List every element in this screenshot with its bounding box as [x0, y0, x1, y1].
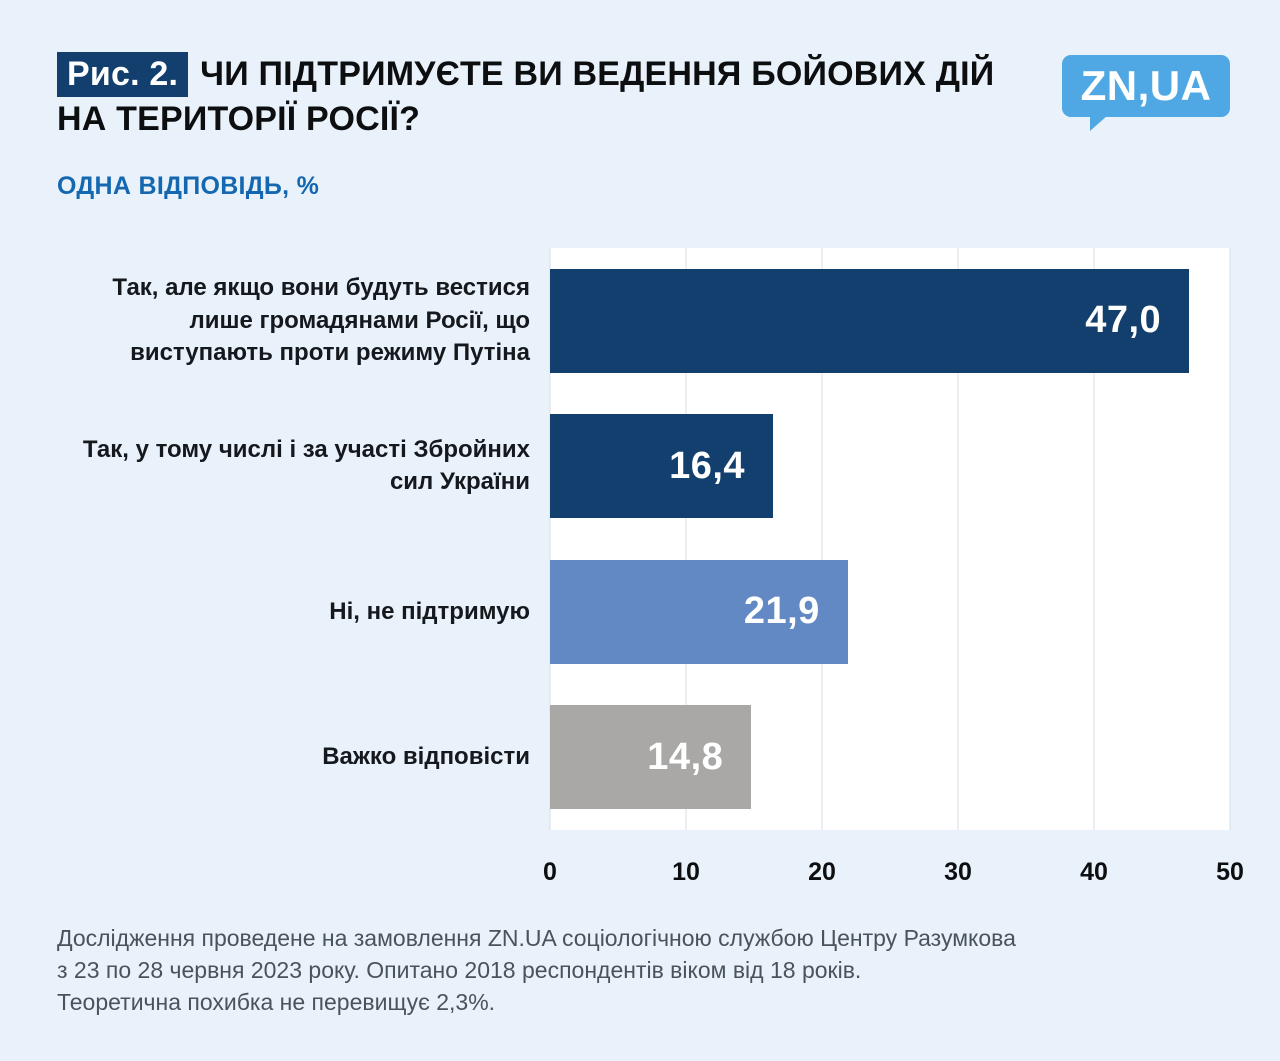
- bar-row: Важко відповісти 14,8: [57, 685, 1230, 831]
- source-note-line: з 23 по 28 червня 2023 року. Опитано 201…: [57, 957, 862, 983]
- gridline: [957, 248, 959, 830]
- x-axis: 0 10 20 30 40 50: [543, 848, 1244, 888]
- bar-value-label: 16,4: [669, 444, 746, 487]
- x-tick-label: 10: [672, 858, 700, 886]
- page-title: Рис. 2. ЧИ ПІДТРИМУЄТЕ ВИ ВЕДЕННЯ БОЙОВИХ…: [57, 52, 1037, 142]
- source-note: Дослідження проведене на замовлення ZN.U…: [57, 922, 1197, 1018]
- bar-value-label: 47,0: [1085, 299, 1162, 342]
- bar-track: 47,0: [550, 268, 1230, 373]
- gridline: [685, 248, 687, 830]
- chart-subtitle: ОДНА ВІДПОВІДЬ, %: [57, 172, 320, 200]
- gridline: [1229, 248, 1231, 830]
- bar-value-label: 14,8: [647, 735, 724, 778]
- figure-badge: Рис. 2.: [57, 52, 189, 97]
- bar: 47,0: [550, 268, 1190, 373]
- category-label: Ні, не підтримую: [329, 597, 530, 625]
- znua-logo: ZN,UA: [1062, 55, 1230, 131]
- gridline: [1093, 248, 1095, 830]
- bar: 14,8: [550, 705, 752, 810]
- x-tick-label: 0: [543, 858, 557, 886]
- category-label: Так, але якщо вони будуть вестися лише г…: [112, 274, 530, 366]
- category-label: Так, у тому числі і за участі Збройних с…: [82, 435, 530, 496]
- bar-chart: Так, але якщо вони будуть вестися лише г…: [57, 248, 1244, 908]
- x-tick-label: 30: [944, 858, 972, 886]
- bar-track: 21,9: [550, 559, 1230, 664]
- bar: 21,9: [550, 559, 848, 664]
- source-note-line: Теоретична похибка не перевищує 2,3%.: [57, 989, 496, 1015]
- category-label: Важко відповісти: [322, 743, 530, 771]
- bar-track: 14,8: [550, 705, 1230, 810]
- znua-logo-text: ZN,UA: [1080, 62, 1212, 109]
- bar-row: Так, у тому числі і за участі Збройних с…: [57, 394, 1230, 540]
- gridline: [549, 248, 551, 830]
- bar-row: Так, але якщо вони будуть вестися лише г…: [57, 248, 1230, 394]
- gridline: [821, 248, 823, 830]
- source-note-line: Дослідження проведене на замовлення ZN.U…: [57, 925, 1016, 951]
- bar-track: 16,4: [550, 414, 1230, 519]
- x-tick-label: 40: [1080, 858, 1108, 886]
- bar: 16,4: [550, 414, 774, 519]
- x-tick-label: 50: [1216, 858, 1244, 886]
- bar-row: Ні, не підтримую 21,9: [57, 539, 1230, 685]
- page-title-text: ЧИ ПІДТРИМУЄТЕ ВИ ВЕДЕННЯ БОЙОВИХ ДІЙ НА…: [57, 55, 995, 138]
- bar-rows: Так, але якщо вони будуть вестися лише г…: [57, 248, 1230, 830]
- bar-value-label: 21,9: [743, 590, 820, 633]
- x-tick-label: 20: [808, 858, 836, 886]
